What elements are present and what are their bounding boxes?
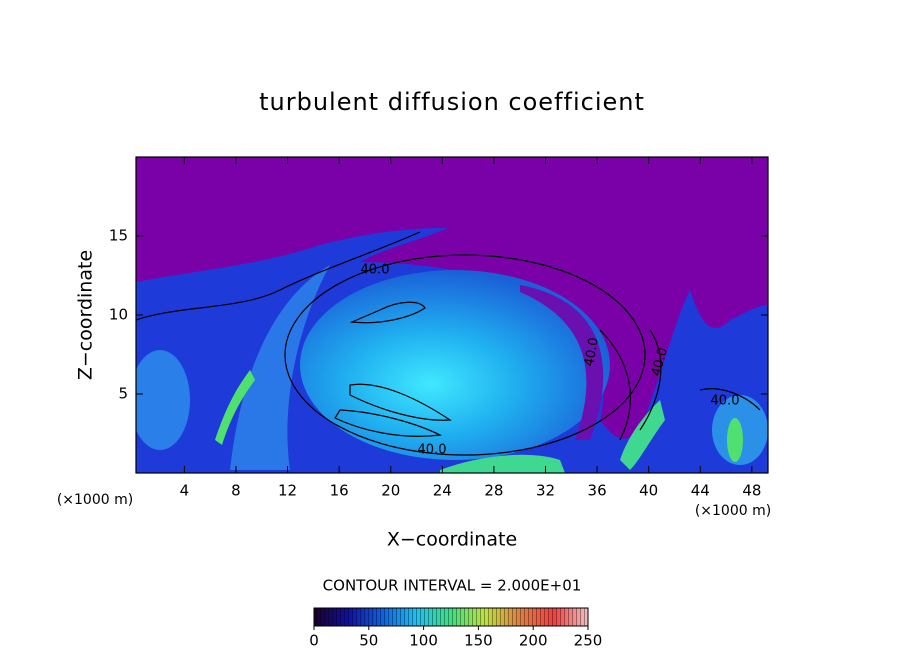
x-tick-label: 36	[588, 482, 607, 500]
x-tick-label: 16	[330, 482, 349, 500]
field-region	[230, 265, 330, 470]
y-axis-label: Z−coordinate	[75, 250, 97, 380]
colorbar-tick-label: 150	[464, 632, 493, 650]
y-unit: (×1000 m)	[57, 492, 133, 508]
x-tick-label: 44	[691, 482, 710, 500]
contour-label: 40.0	[361, 263, 390, 278]
x-tick-label: 28	[484, 482, 503, 500]
contour-label: 40.0	[418, 443, 447, 458]
field-region	[136, 350, 190, 450]
field	[136, 157, 768, 473]
x-tick-label: 24	[433, 482, 452, 500]
field-region	[727, 418, 743, 462]
x-unit: (×1000 m)	[695, 503, 771, 519]
contour-line	[136, 231, 421, 321]
contour-line	[699, 388, 761, 411]
contour-label: 40.0	[582, 336, 602, 367]
x-tick-label: 12	[278, 482, 297, 500]
contour-line	[349, 383, 452, 421]
contour-line	[334, 409, 443, 437]
x-tick-label: 40	[639, 482, 658, 500]
chart-title: turbulent diffusion coefficient	[259, 88, 645, 116]
field-region	[215, 370, 255, 445]
field-region	[520, 285, 604, 440]
contour-line	[599, 329, 631, 441]
y-tick-label: 10	[109, 306, 128, 324]
field-region	[620, 400, 665, 470]
contour-line	[349, 301, 426, 324]
colorbar-frame	[313, 607, 589, 627]
field-region	[300, 270, 610, 460]
colorbar-tick-label: 0	[309, 632, 319, 650]
y-tick-label: 5	[118, 385, 128, 403]
colorbar-tick-label: 50	[359, 632, 378, 650]
contour-line	[284, 254, 646, 456]
x-tick-label: 32	[536, 482, 555, 500]
contour-line	[639, 329, 662, 431]
contour-label: 40.0	[711, 394, 740, 409]
x-tick-label: 4	[180, 482, 190, 500]
field-region	[440, 454, 565, 473]
colorbar-tick-label: 200	[519, 632, 548, 650]
colorbar-tick-label: 250	[574, 632, 603, 650]
contour-interval: CONTOUR INTERVAL = 2.000E+01	[323, 577, 582, 595]
colorbar-stripes	[314, 608, 588, 626]
colorbar-tick-label: 100	[409, 632, 438, 650]
x-axis-label: X−coordinate	[387, 529, 517, 551]
x-tick-label: 48	[742, 482, 761, 500]
x-tick-label: 20	[381, 482, 400, 500]
y-tick-label: 15	[109, 227, 128, 245]
contour-label: 40.0	[649, 346, 671, 378]
x-tick-label: 8	[231, 482, 241, 500]
